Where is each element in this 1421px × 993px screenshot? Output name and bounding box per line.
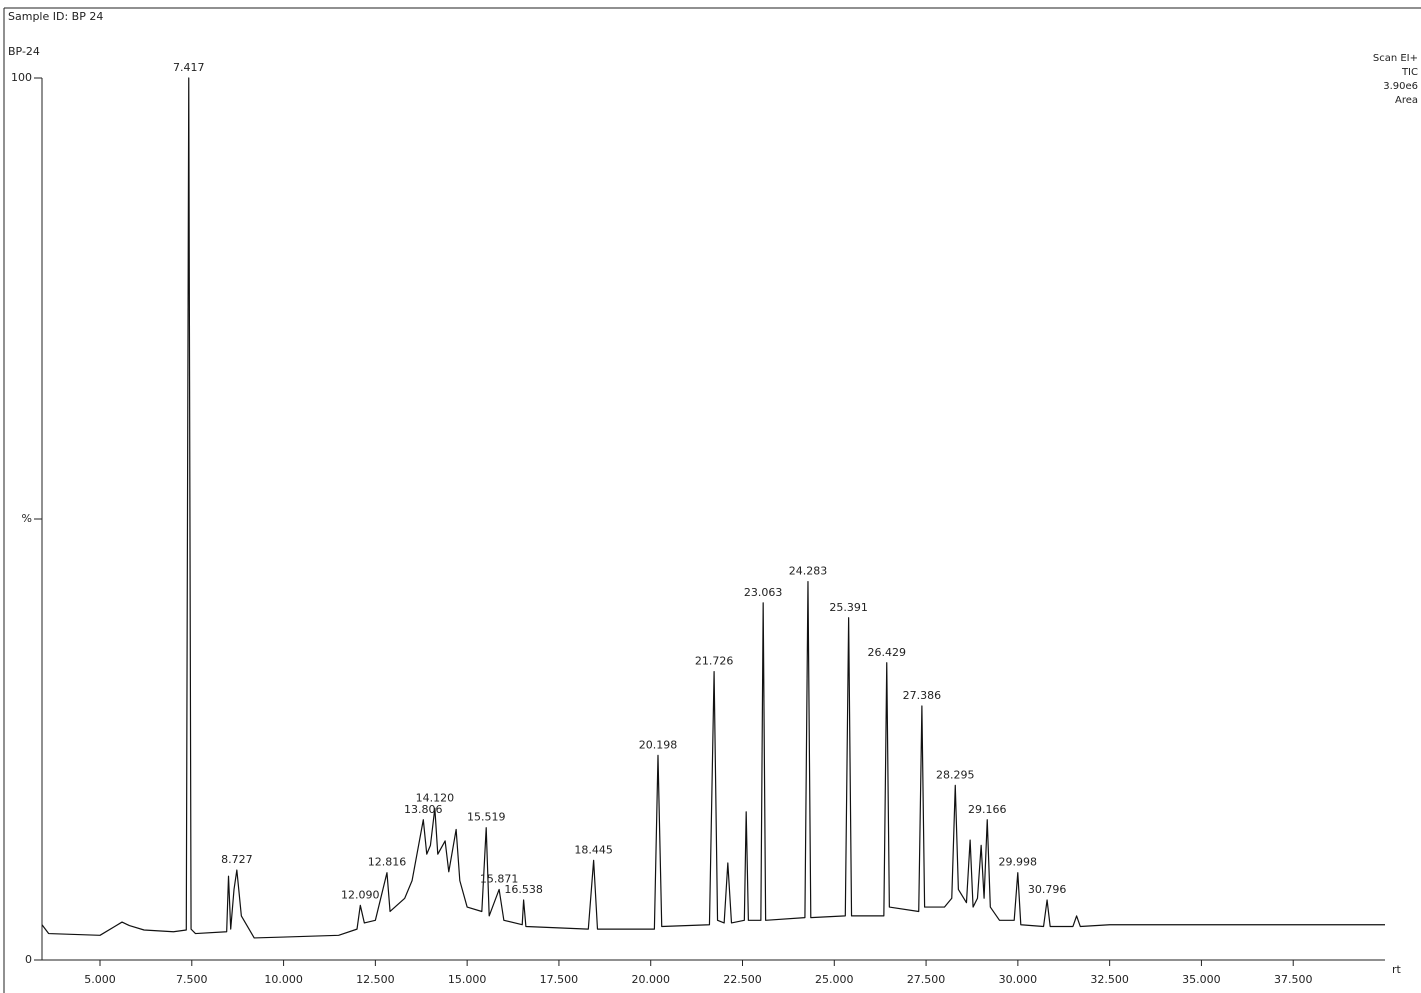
x-tick-label: 5.000: [84, 973, 116, 986]
peak-label: 27.386: [903, 689, 942, 702]
peak-label: 29.166: [968, 803, 1007, 816]
peak-label: 25.391: [829, 601, 868, 614]
x-tick-label: 10.000: [264, 973, 303, 986]
peak-label: 13.806: [404, 803, 443, 816]
x-tick-label: 32.500: [1090, 973, 1129, 986]
peak-label: 14.120: [416, 791, 455, 804]
x-tick-label: 37.500: [1274, 973, 1313, 986]
x-tick-label: 35.000: [1182, 973, 1221, 986]
y-tick-label: %: [22, 512, 32, 525]
x-tick-label: 25.000: [815, 973, 854, 986]
peak-label: 15.871: [480, 872, 519, 885]
chromatogram-trace: [41, 77, 1385, 939]
peak-label: 12.090: [341, 888, 380, 901]
x-tick-label: 30.000: [999, 973, 1038, 986]
peak-label: 29.998: [999, 856, 1038, 869]
peak-label: 16.538: [504, 883, 543, 896]
scan-info: 3.90e6: [1383, 81, 1418, 92]
peak-label: 8.727: [221, 853, 253, 866]
peak-label: 30.796: [1028, 883, 1067, 896]
chart-subtitle: BP-24: [8, 45, 40, 58]
peak-label: 21.726: [695, 655, 734, 668]
x-tick-label: 27.500: [907, 973, 946, 986]
peak-label: 23.063: [744, 586, 783, 599]
scan-info: Area: [1395, 95, 1418, 106]
x-axis-label: rt: [1392, 963, 1402, 976]
peak-label: 20.198: [639, 738, 678, 751]
y-tick-label: 0: [25, 953, 32, 966]
x-tick-label: 22.500: [723, 973, 762, 986]
peak-label: 15.519: [467, 811, 506, 824]
peak-label: 18.445: [574, 843, 613, 856]
peak-label: 7.417: [173, 61, 205, 74]
peak-label: 12.816: [368, 856, 407, 869]
peak-label: 26.429: [868, 646, 907, 659]
x-tick-label: 20.000: [631, 973, 670, 986]
peak-label: 28.295: [936, 768, 975, 781]
y-tick-label: 100: [11, 71, 32, 84]
scan-info: Scan EI+: [1373, 53, 1418, 64]
chart-title: Sample ID: BP 24: [8, 10, 103, 23]
x-tick-label: 12.500: [356, 973, 395, 986]
scan-info: TIC: [1401, 67, 1418, 78]
x-tick-label: 15.000: [448, 973, 487, 986]
x-tick-label: 17.500: [540, 973, 579, 986]
x-tick-label: 7.500: [176, 973, 208, 986]
peak-label: 24.283: [789, 565, 828, 578]
